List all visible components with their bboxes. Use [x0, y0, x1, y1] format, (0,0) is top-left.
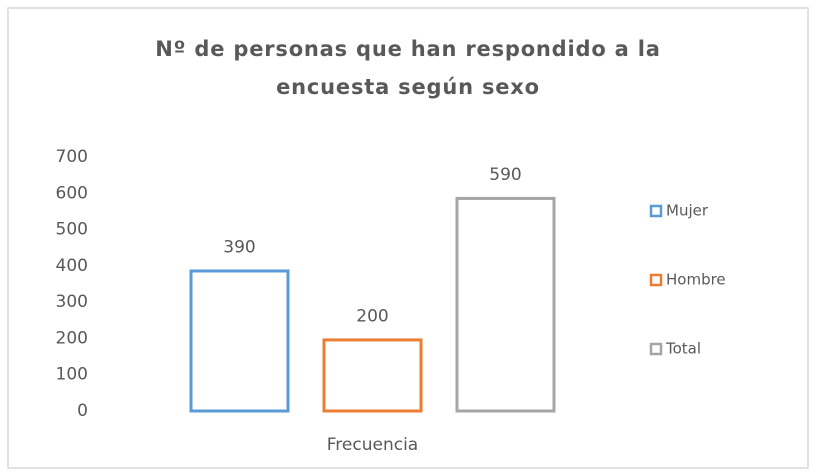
bar [455, 196, 556, 413]
x-tick-label: Frecuencia [327, 435, 418, 455]
legend-label: Total [665, 340, 701, 358]
legend-label: Mujer [666, 202, 709, 220]
legend-label: Hombre [666, 271, 726, 289]
y-tick-label: 700 [56, 147, 88, 167]
y-tick-label: 200 [56, 328, 88, 348]
y-tick-label: 400 [56, 256, 88, 276]
bar [189, 269, 290, 413]
legend-swatch [649, 342, 663, 356]
y-tick-label: 600 [56, 183, 88, 203]
data-label: 590 [489, 165, 521, 185]
chart-title: Nº de personas que han respondido a la e… [155, 37, 661, 99]
data-label: 200 [356, 306, 388, 326]
legend-swatch [649, 273, 663, 287]
y-tick-label: 100 [56, 365, 88, 385]
data-label: 390 [223, 237, 255, 257]
y-tick-label: 300 [56, 292, 88, 312]
y-tick-label: 0 [77, 401, 88, 421]
bar [322, 338, 423, 413]
legend-swatch [649, 204, 663, 218]
y-tick-label: 500 [56, 220, 88, 240]
